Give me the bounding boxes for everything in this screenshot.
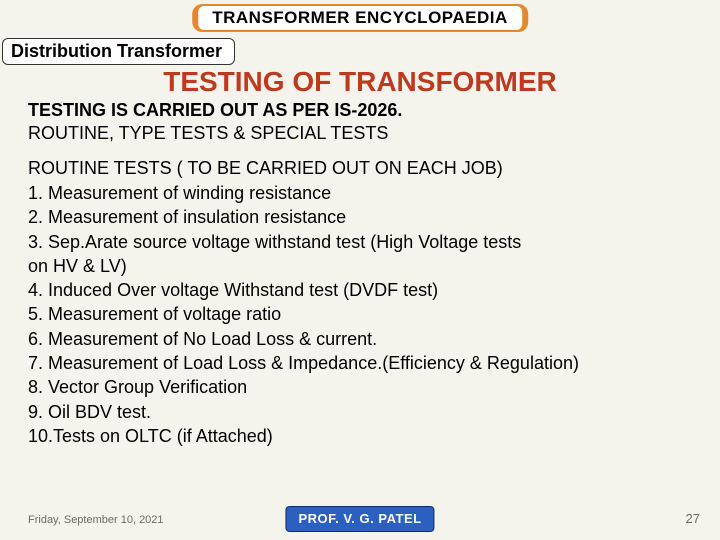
list-item: 10.Tests on OLTC (if Attached)	[28, 424, 700, 448]
routine-tests-list: 1. Measurement of winding resistance 2. …	[28, 181, 700, 448]
footer-page-number: 27	[686, 511, 700, 526]
intro-line-2: ROUTINE, TYPE TESTS & SPECIAL TESTS	[28, 123, 700, 144]
list-item: 5. Measurement of voltage ratio	[28, 302, 700, 326]
section-heading: ROUTINE TESTS ( TO BE CARRIED OUT ON EAC…	[28, 158, 700, 179]
header-banner: TRANSFORMER ENCYCLOPAEDIA	[192, 4, 528, 32]
list-item: 3. Sep.Arate source voltage withstand te…	[28, 230, 700, 254]
list-item: 6. Measurement of No Load Loss & current…	[28, 327, 700, 351]
footer-date: Friday, September 10, 2021	[28, 514, 164, 526]
header-banner-text: TRANSFORMER ENCYCLOPAEDIA	[212, 8, 508, 27]
list-item: 1. Measurement of winding resistance	[28, 181, 700, 205]
content-block: TESTING IS CARRIED OUT AS PER IS-2026. R…	[28, 100, 700, 448]
list-item: 9. Oil BDV test.	[28, 400, 700, 424]
list-item: 4. Induced Over voltage Withstand test (…	[28, 278, 700, 302]
footer-author-text: PROF. V. G. PATEL	[298, 511, 421, 526]
intro-line-1: TESTING IS CARRIED OUT AS PER IS-2026.	[28, 100, 700, 121]
header-banner-inner: TRANSFORMER ENCYCLOPAEDIA	[198, 6, 522, 30]
list-item: 2. Measurement of insulation resistance	[28, 205, 700, 229]
subtitle-text: Distribution Transformer	[11, 41, 222, 61]
list-item: 8. Vector Group Verification	[28, 375, 700, 399]
list-item: 7. Measurement of Load Loss & Impedance.…	[28, 351, 700, 375]
footer-author-badge: PROF. V. G. PATEL	[285, 506, 434, 532]
page-title: TESTING OF TRANSFORMER	[0, 66, 720, 98]
list-item: on HV & LV)	[28, 254, 700, 278]
subtitle-box: Distribution Transformer	[2, 38, 235, 65]
